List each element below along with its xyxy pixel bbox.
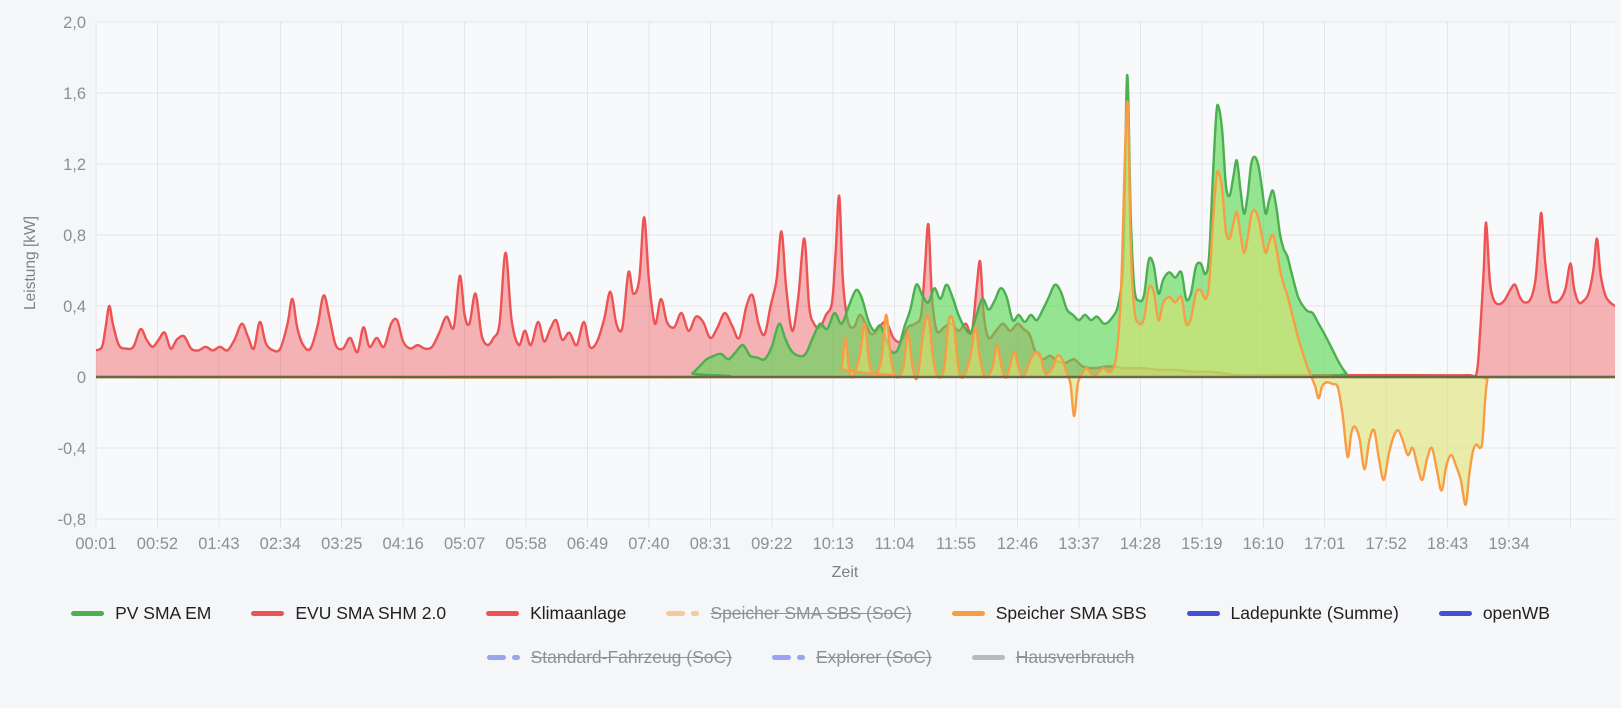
- legend-item-explorer-soc[interactable]: Explorer (SoC): [771, 645, 932, 669]
- x-tick-label: 00:52: [137, 535, 178, 553]
- legend-swatch-icon: [1438, 610, 1472, 616]
- legend-swatch-segment: [691, 610, 700, 616]
- legend-item-openwb[interactable]: openWB: [1438, 601, 1550, 625]
- y-tick-label: 0,8: [63, 227, 86, 245]
- x-tick-label: 11:04: [875, 535, 915, 553]
- dashed-legend-swatch-icon: [771, 654, 805, 660]
- x-tick-label: 04:16: [383, 535, 424, 553]
- legend-swatch-icon: [251, 610, 285, 616]
- legend-item-label: Speicher SMA SBS: [995, 603, 1147, 623]
- x-tick-label: 18:43: [1427, 535, 1468, 553]
- legend-item-label: openWB: [1482, 603, 1550, 623]
- legend-swatch-segment: [251, 610, 285, 616]
- x-tick-label: 10:13: [813, 535, 854, 553]
- x-tick-label: 13:37: [1058, 535, 1099, 553]
- chart-plot-area[interactable]: 2,0 1,6 1,2 0,8 0,4 0 -0,4 -0,8 00:01 00:52 01:43 0…: [0, 0, 1621, 596]
- legend-item-ladepunkte-summe[interactable]: Ladepunkte (Summe): [1186, 601, 1399, 625]
- y-tick-label: 2,0: [63, 14, 86, 32]
- y-tick-label: 0: [77, 369, 86, 387]
- legend-item-label: Ladepunkte (Summe): [1230, 603, 1399, 623]
- series-line-speicher-sma-sbs: [96, 100, 1615, 507]
- legend-swatch-segment: [486, 610, 520, 616]
- legend-swatch-segment: [771, 654, 791, 660]
- y-tick-label: 1,2: [63, 156, 86, 174]
- x-tick-label: 03:25: [321, 535, 362, 553]
- legend-item-label: PV SMA EM: [115, 603, 212, 623]
- legend-item-hausverbrauch[interactable]: Hausverbrauch: [971, 645, 1135, 669]
- x-tick-label: 00:01: [75, 535, 116, 553]
- x-tick-label: 09:22: [751, 535, 792, 553]
- x-tick-label: 12:46: [997, 535, 1038, 553]
- legend-swatch-icon: [1186, 610, 1220, 616]
- legend-swatch-segment: [666, 610, 686, 616]
- legend-swatch-icon: [486, 610, 520, 616]
- x-tick-label: 17:01: [1304, 535, 1345, 553]
- legend-swatch-segment: [951, 610, 985, 616]
- legend-swatch-segment: [486, 654, 506, 660]
- x-tick-label: 05:58: [505, 535, 546, 553]
- y-tick-label: -0,8: [58, 511, 86, 529]
- legend-item-evu-sma-shm-2-0[interactable]: EVU SMA SHM 2.0: [251, 601, 446, 625]
- x-tick-label: 08:31: [690, 535, 731, 553]
- y-tick-label: 0,4: [63, 298, 86, 316]
- legend-item-label: Speicher SMA SBS (SoC): [710, 603, 912, 623]
- legend-swatch-icon: [971, 654, 1005, 660]
- x-tick-label: 14:28: [1120, 535, 1161, 553]
- x-tick-label: 01:43: [198, 535, 239, 553]
- legend-swatch-segment: [1438, 610, 1472, 616]
- legend-swatch-segment: [71, 610, 105, 616]
- legend-swatch-icon: [71, 610, 105, 616]
- legend-item-speicher-sma-sbs[interactable]: Speicher SMA SBS: [951, 601, 1147, 625]
- legend-item-label: Explorer (SoC): [815, 647, 932, 667]
- legend-swatch-icon: [951, 610, 985, 616]
- x-tick-label: 16:10: [1243, 535, 1284, 553]
- series-line-pv-sma-em: [96, 74, 1615, 379]
- y-tick-label: -0,4: [58, 440, 86, 458]
- legend-swatch-segment: [511, 654, 520, 660]
- legend-row-1: PV SMA EM EVU SMA SHM 2.0 Klimaanlage Sp…: [71, 601, 1550, 625]
- series-line-evu-sma-shm-2-0: [96, 194, 1615, 379]
- x-tick-label: 02:34: [260, 535, 301, 553]
- x-tick-label: 05:07: [444, 535, 485, 553]
- legend-item-label: Standard-Fahrzeug (SoC): [530, 647, 732, 667]
- x-tick-label: 15:19: [1181, 535, 1222, 553]
- x-axis-title: Zeit: [831, 564, 859, 581]
- x-tick-label: 06:49: [567, 535, 608, 553]
- y-tick-label: 1,6: [63, 85, 86, 103]
- legend-item-label: Klimaanlage: [530, 603, 627, 623]
- x-tick-label: 17:52: [1365, 535, 1406, 553]
- dashed-legend-swatch-icon: [666, 610, 700, 616]
- legend-item-klimaanlage[interactable]: Klimaanlage: [486, 601, 626, 625]
- legend-swatch-segment: [796, 654, 805, 660]
- legend-swatch-segment: [971, 654, 1005, 660]
- legend-swatch-segment: [1186, 610, 1220, 616]
- dashed-legend-swatch-icon: [486, 654, 520, 660]
- legend-item-speicher-sma-sbs-soc[interactable]: Speicher SMA SBS (SoC): [666, 601, 912, 625]
- series-fill-evu-sma-shm-2-0: [96, 195, 1615, 378]
- legend-item-label: Hausverbrauch: [1015, 647, 1135, 667]
- x-tick-label: 19:34: [1488, 535, 1529, 553]
- x-tick-label: 11:55: [936, 535, 976, 553]
- chart-legend: PV SMA EM EVU SMA SHM 2.0 Klimaanlage Sp…: [0, 601, 1621, 669]
- legend-item-standard-fahrzeug-soc[interactable]: Standard-Fahrzeug (SoC): [486, 645, 732, 669]
- x-tick-label: 07:40: [628, 535, 669, 553]
- legend-item-label: EVU SMA SHM 2.0: [295, 603, 447, 623]
- legend-row-2: Standard-Fahrzeug (SoC) Explorer (SoC) H…: [486, 645, 1135, 669]
- y-axis-title: Leistung [kW]: [22, 216, 39, 310]
- legend-item-pv-sma-em[interactable]: PV SMA EM: [71, 601, 211, 625]
- series-fill-speicher-sma-sbs: [96, 101, 1615, 505]
